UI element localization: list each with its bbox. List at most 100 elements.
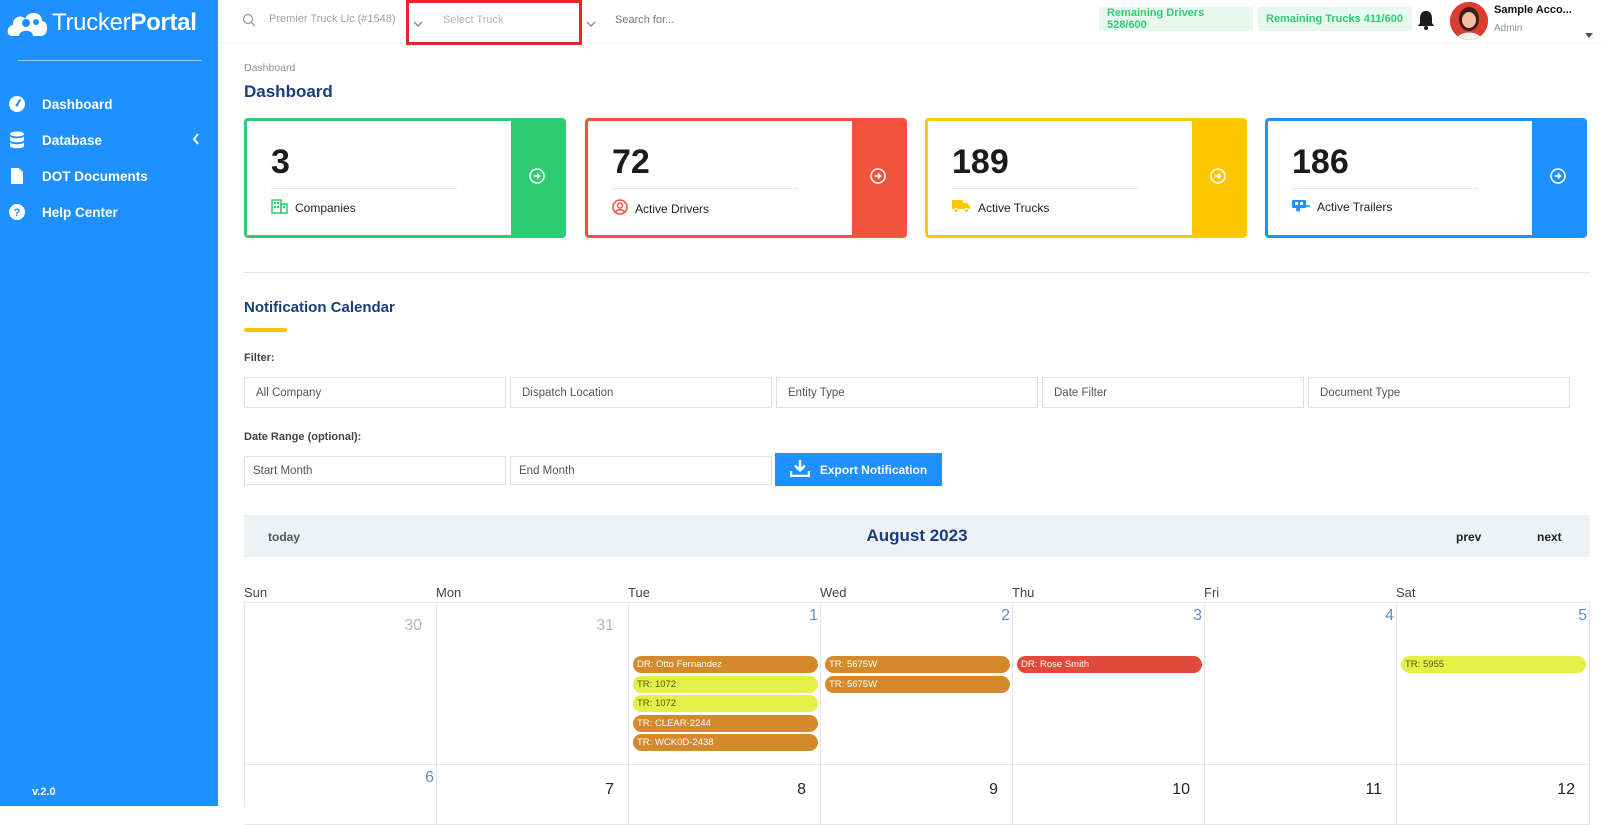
calendar-day-cell[interactable]: 4 bbox=[1205, 603, 1397, 765]
sidebar-item-dot-documents[interactable]: DOT Documents bbox=[0, 158, 218, 194]
question-icon: ? bbox=[8, 203, 26, 221]
card-label-text: Active Trucks bbox=[978, 200, 1050, 215]
arrow-circle-right-icon bbox=[870, 167, 886, 189]
weekday-header: Sat bbox=[1396, 585, 1416, 600]
day-number: 6 bbox=[425, 769, 434, 786]
today-button[interactable]: today bbox=[268, 530, 301, 544]
calendar-event[interactable]: TR: CLEAR-2244 bbox=[633, 715, 818, 732]
companies-card-button[interactable] bbox=[511, 121, 563, 235]
sidebar-item-help-center[interactable]: ? Help Center bbox=[0, 194, 218, 230]
day-number: 9 bbox=[989, 781, 998, 798]
next-button[interactable]: next bbox=[1537, 530, 1562, 544]
company-filter[interactable]: All Company bbox=[244, 377, 506, 408]
svg-text:?: ? bbox=[14, 207, 21, 219]
calendar-event[interactable]: TR: 1072 bbox=[633, 695, 818, 712]
sidebar-item-database[interactable]: Database bbox=[0, 122, 218, 158]
search-input[interactable] bbox=[615, 14, 815, 26]
sidebar-item-label: Help Center bbox=[42, 204, 118, 220]
caret-down-icon[interactable] bbox=[1585, 26, 1593, 44]
remaining-drivers-badge: Remaining Drivers 528/600 bbox=[1099, 7, 1253, 31]
calendar-day-cell[interactable]: 8 bbox=[629, 765, 821, 825]
entity-type-filter[interactable]: Entity Type bbox=[776, 377, 1038, 408]
calendar-event[interactable]: TR: 1072 bbox=[633, 676, 818, 693]
calendar-event[interactable]: TR: 5675W bbox=[825, 676, 1010, 693]
calendar-day-cell[interactable]: 6 bbox=[245, 765, 437, 825]
calendar-day-cell[interactable]: 5 bbox=[1397, 603, 1590, 765]
trucks-card-button[interactable] bbox=[1192, 121, 1244, 235]
document-icon bbox=[8, 167, 26, 185]
page-title: Dashboard bbox=[244, 82, 333, 101]
drivers-card-button[interactable] bbox=[852, 121, 904, 235]
calendar-day-cell[interactable]: 30 bbox=[245, 603, 437, 765]
calendar-event[interactable]: DR: Otto Fernandez bbox=[633, 656, 818, 673]
gauge-icon bbox=[8, 95, 26, 113]
bell-icon[interactable] bbox=[1416, 9, 1436, 36]
document-type-filter[interactable]: Document Type bbox=[1308, 377, 1570, 408]
sidebar-item-dashboard[interactable]: Dashboard bbox=[0, 86, 218, 122]
day-number: 1 bbox=[809, 607, 818, 624]
sidebar-item-label: DOT Documents bbox=[42, 168, 148, 184]
weekday-header: Tue bbox=[628, 585, 650, 600]
calendar-day-cell[interactable]: 7 bbox=[437, 765, 629, 825]
calendar-day-cell[interactable]: 9 bbox=[821, 765, 1013, 825]
prev-button[interactable]: prev bbox=[1456, 530, 1482, 544]
calendar-day-cell[interactable]: 10 bbox=[1013, 765, 1205, 825]
truck-select-highlight[interactable] bbox=[406, 0, 582, 45]
logo-icon bbox=[6, 8, 48, 38]
day-number: 31 bbox=[596, 617, 614, 634]
logo[interactable]: TruckerPortal bbox=[6, 8, 197, 38]
calendar-event[interactable]: TR: 5955 bbox=[1401, 656, 1586, 673]
download-icon bbox=[789, 459, 811, 480]
section-divider bbox=[244, 272, 1590, 273]
arrow-circle-right-icon bbox=[1210, 167, 1226, 189]
calendar-day-cell[interactable]: 12 bbox=[1397, 765, 1590, 825]
date-range-label: Date Range (optional): bbox=[244, 431, 362, 443]
calendar-event[interactable]: TR: 5675W bbox=[825, 656, 1010, 673]
chevron-down-icon[interactable] bbox=[413, 15, 423, 33]
logo-text: TruckerPortal bbox=[52, 9, 197, 37]
end-month-input[interactable]: End Month bbox=[510, 456, 772, 485]
trucks-card: 189 Active Trucks bbox=[925, 118, 1247, 238]
truck-select[interactable]: Select Truck bbox=[443, 14, 504, 26]
trailer-icon bbox=[1292, 199, 1310, 215]
calendar-day-cell[interactable]: 2 bbox=[821, 603, 1013, 765]
sidebar: TruckerPortal Dashboard Database DOT Doc… bbox=[0, 0, 218, 806]
calendar-day-cell[interactable]: 11 bbox=[1205, 765, 1397, 825]
chevron-down-icon[interactable] bbox=[586, 15, 596, 33]
day-number: 2 bbox=[1001, 607, 1010, 624]
chevron-left-icon[interactable] bbox=[192, 133, 200, 148]
card-divider bbox=[612, 188, 798, 189]
logo-text-suffix: Portal bbox=[130, 9, 197, 36]
card-label-text: Companies bbox=[295, 201, 356, 215]
trailers-card-button[interactable] bbox=[1532, 121, 1584, 235]
card-value: 189 bbox=[952, 143, 1009, 181]
account-name[interactable]: Sample Acco... bbox=[1494, 4, 1572, 16]
calendar-day-cell[interactable]: 3 bbox=[1013, 603, 1205, 765]
avatar[interactable] bbox=[1450, 2, 1488, 40]
calendar-toolbar: today August 2023 prev next bbox=[244, 515, 1590, 557]
calendar-event[interactable]: TR: WCK0D-2438 bbox=[633, 734, 818, 751]
day-number: 12 bbox=[1557, 781, 1575, 798]
company-select[interactable]: Premier Truck Llc (#1548) bbox=[269, 13, 396, 25]
user-circle-icon bbox=[612, 199, 628, 218]
calendar-day-cell[interactable]: 1 bbox=[629, 603, 821, 765]
calendar-day-cell[interactable]: 31 bbox=[437, 603, 629, 765]
building-icon bbox=[271, 199, 288, 217]
sidebar-divider bbox=[18, 60, 202, 61]
card-label: Companies bbox=[271, 199, 356, 217]
database-icon bbox=[8, 131, 26, 149]
start-month-input[interactable]: Start Month bbox=[244, 456, 506, 485]
dispatch-location-filter[interactable]: Dispatch Location bbox=[510, 377, 772, 408]
card-divider bbox=[271, 188, 457, 189]
calendar-event[interactable]: DR: Rose Smith bbox=[1017, 656, 1202, 673]
date-filter[interactable]: Date Filter bbox=[1042, 377, 1304, 408]
day-number: 7 bbox=[605, 781, 614, 798]
search-icon bbox=[242, 13, 256, 32]
breadcrumb[interactable]: Dashboard bbox=[244, 62, 296, 74]
weekday-header: Sun bbox=[244, 585, 268, 600]
card-value: 186 bbox=[1292, 143, 1349, 181]
remaining-trucks-badge: Remaining Trucks 411/600 bbox=[1258, 7, 1412, 31]
trailers-card: 186 Active Trailers bbox=[1265, 118, 1587, 238]
export-notification-button[interactable]: Export Notification bbox=[775, 453, 942, 486]
card-label: Active Trailers bbox=[1292, 199, 1392, 215]
